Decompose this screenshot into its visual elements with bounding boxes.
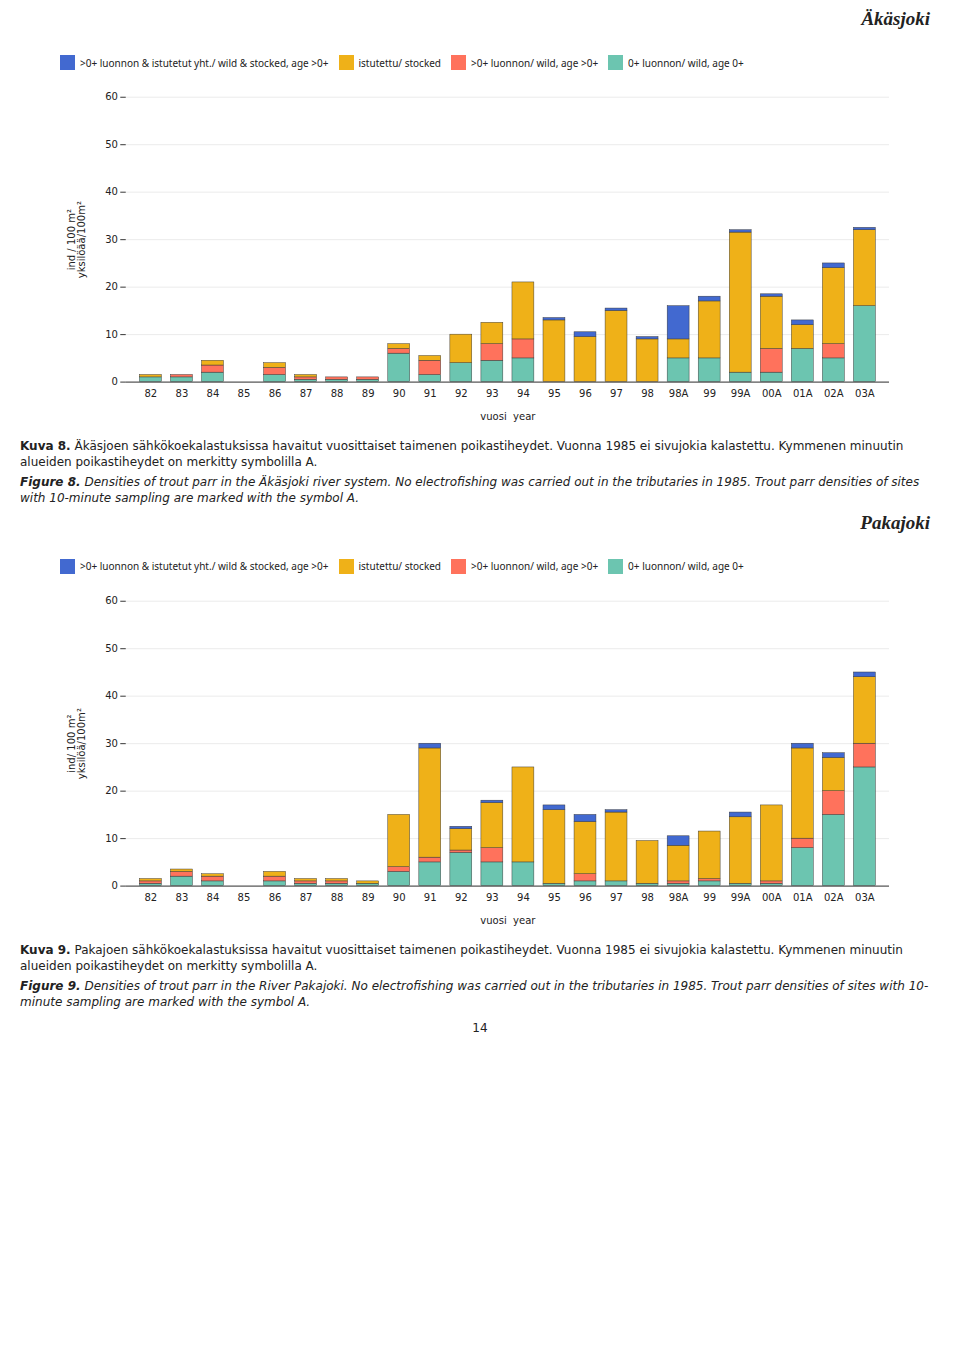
svg-text:vuosi year: vuosi year — [480, 411, 536, 422]
svg-text:96: 96 — [579, 892, 592, 903]
svg-text:89: 89 — [362, 892, 375, 903]
html-text:>0+ luonnon & istutetut yht./: >0+ luonnon & istutetut yht./ wild & sto… — [80, 559, 329, 574]
svg-text:87: 87 — [300, 892, 313, 903]
svg-text:95: 95 — [548, 388, 561, 399]
svg-text:50: 50 — [105, 643, 118, 654]
svg-text:91: 91 — [424, 892, 437, 903]
html-text:>0+ luonnon/ wild, age >0+: >0+ luonnon/ wild, age >0+ — [471, 55, 599, 70]
svg-text:99: 99 — [703, 388, 716, 399]
svg-text:84: 84 — [207, 892, 220, 903]
svg-text:ind / 100 m²yksilöää/100m²: ind / 100 m²yksilöää/100m² — [66, 201, 87, 278]
svg-text:82: 82 — [144, 388, 157, 399]
svg-text:86: 86 — [269, 388, 282, 399]
svg-text:20: 20 — [105, 785, 118, 796]
svg-text:99: 99 — [703, 892, 716, 903]
svg-text:00A: 00A — [762, 892, 782, 903]
svg-text:0: 0 — [112, 376, 118, 387]
html-text:istutettu/ stocked: istutettu/ stocked — [358, 559, 441, 574]
svg-text:88: 88 — [331, 388, 344, 399]
svg-text:02A: 02A — [824, 892, 844, 903]
svg-text:03A: 03A — [855, 388, 875, 399]
svg-text:87: 87 — [300, 388, 313, 399]
svg-text:93: 93 — [486, 388, 499, 399]
svg-text:83: 83 — [176, 892, 189, 903]
svg-text:03A: 03A — [855, 892, 875, 903]
svg-text:00A: 00A — [762, 388, 782, 399]
svg-text:93: 93 — [486, 892, 499, 903]
html-text:0+ luonnon/ wild, age 0+: 0+ luonnon/ wild, age 0+ — [628, 55, 744, 70]
html-text:14: 14 — [472, 1020, 488, 1035]
svg-text:92: 92 — [455, 892, 468, 903]
html-text:istutettu/ stocked: istutettu/ stocked — [358, 55, 441, 70]
svg-text:ind/ 100 m²yksilöä/100m²: ind/ 100 m²yksilöä/100m² — [66, 708, 87, 779]
svg-text:98: 98 — [641, 388, 654, 399]
svg-text:98A: 98A — [669, 892, 689, 903]
svg-text:99A: 99A — [731, 892, 751, 903]
svg-text:40: 40 — [105, 186, 118, 197]
svg-text:40: 40 — [105, 690, 118, 701]
svg-text:88: 88 — [331, 892, 344, 903]
svg-text:vuosi year: vuosi year — [480, 914, 536, 925]
html-text:>0+ luonnon & istutetut yht./: >0+ luonnon & istutetut yht./ wild & sto… — [80, 55, 329, 70]
svg-text:02A: 02A — [824, 388, 844, 399]
svg-text:60: 60 — [105, 595, 118, 606]
svg-text:97: 97 — [610, 892, 623, 903]
html-text:0+ luonnon/ wild, age 0+: 0+ luonnon/ wild, age 0+ — [628, 559, 744, 574]
svg-text:10: 10 — [105, 833, 118, 844]
html-text:Figure 8. Densities of trout p: Figure 8. Densities of trout parr in the… — [20, 474, 920, 505]
html-text:Pakajoki: Pakajoki — [860, 511, 930, 533]
svg-text:91: 91 — [424, 388, 437, 399]
svg-text:95: 95 — [548, 892, 561, 903]
svg-text:97: 97 — [610, 388, 623, 399]
svg-text:98: 98 — [641, 892, 654, 903]
svg-text:50: 50 — [105, 139, 118, 150]
html-text:Kuva 9. Pakajoen sähkökoekalas: Kuva 9. Pakajoen sähkökoekalastuksissa h… — [20, 942, 903, 973]
svg-text:98A: 98A — [669, 388, 689, 399]
html-text:Figure 9. Densities of trout p: Figure 9. Densities of trout parr in the… — [20, 978, 929, 1009]
svg-text:20: 20 — [105, 281, 118, 292]
svg-text:84: 84 — [207, 388, 220, 399]
svg-text:30: 30 — [105, 738, 118, 749]
html-text:>0+ luonnon/ wild, age >0+: >0+ luonnon/ wild, age >0+ — [471, 559, 599, 574]
svg-text:01A: 01A — [793, 388, 813, 399]
svg-text:30: 30 — [105, 234, 118, 245]
svg-text:85: 85 — [238, 892, 251, 903]
svg-text:90: 90 — [393, 892, 406, 903]
svg-text:83: 83 — [176, 388, 189, 399]
svg-text:99A: 99A — [731, 388, 751, 399]
svg-text:82: 82 — [144, 892, 157, 903]
svg-text:60: 60 — [105, 91, 118, 102]
svg-text:89: 89 — [362, 388, 375, 399]
svg-text:0: 0 — [112, 880, 118, 891]
svg-text:96: 96 — [579, 388, 592, 399]
html-text:Äkäsjoki: Äkäsjoki — [861, 8, 930, 29]
svg-text:92: 92 — [455, 388, 468, 399]
svg-text:10: 10 — [105, 329, 118, 340]
svg-text:86: 86 — [269, 892, 282, 903]
html-text:Kuva 8. Äkäsjoen sähkökoekalas: Kuva 8. Äkäsjoen sähkökoekalastuksissa h… — [20, 438, 904, 469]
svg-text:94: 94 — [517, 892, 530, 903]
svg-text:01A: 01A — [793, 892, 813, 903]
svg-text:94: 94 — [517, 388, 530, 399]
svg-text:85: 85 — [238, 388, 251, 399]
svg-text:90: 90 — [393, 388, 406, 399]
